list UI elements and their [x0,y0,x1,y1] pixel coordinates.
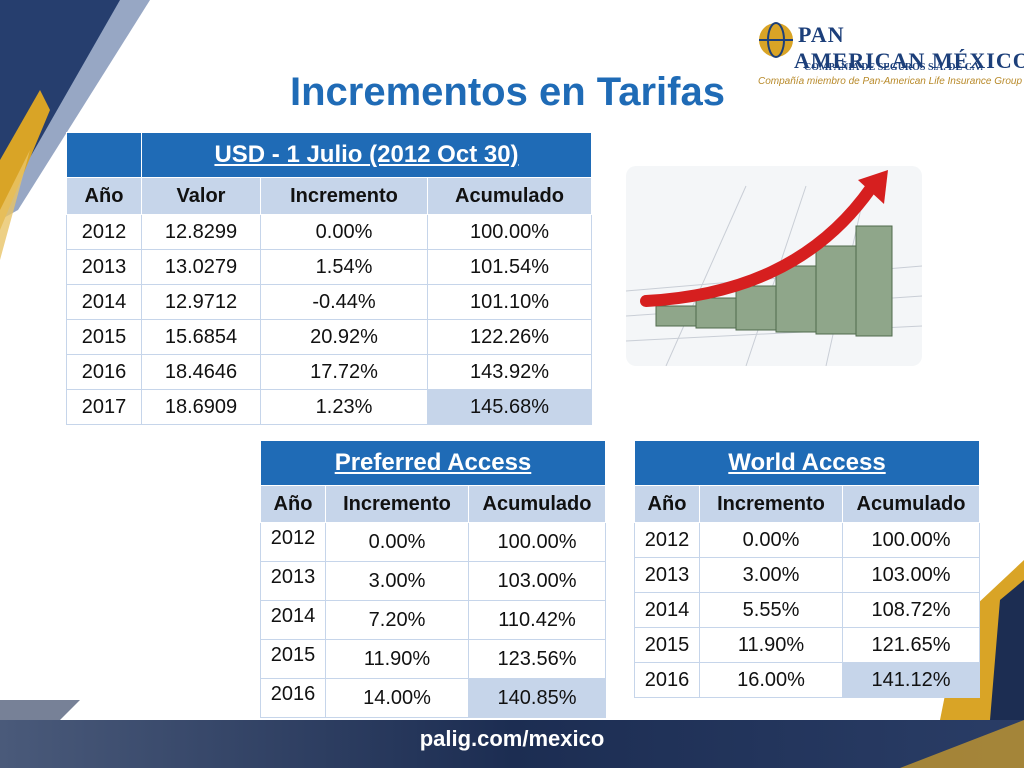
logo-subtitle: COMPAÑIA DE SEGUROS S.A. DE C.V. [804,62,983,73]
logo-line1: PAN [798,22,845,47]
table-cell: 121.65% [842,627,980,663]
table-cell: 2013 [260,561,326,601]
table-cell: 1.23% [260,389,428,425]
table-cell: 2017 [66,389,142,425]
table-cell: 103.00% [468,561,606,601]
table-cell: 20.92% [260,319,428,355]
table-row: 2016 16.00% 141.12% [634,662,980,698]
table-cell: 15.6854 [141,319,261,355]
table-cell: 3.00% [325,561,469,601]
table-row: 2016 18.4646 17.72% 143.92% [66,354,592,390]
column-header: Incremento [260,177,428,215]
table-cell: 108.72% [842,592,980,628]
table-row: 2015 11.90% 121.65% [634,627,980,663]
table-cell: 101.54% [427,249,592,285]
table-cell: 143.92% [427,354,592,390]
table-cell: 2016 [634,662,700,698]
table-cell-highlight: 141.12% [842,662,980,698]
column-header: Valor [141,177,261,215]
table-cell: 1.54% [260,249,428,285]
table-cell: 2016 [66,354,142,390]
table-cell: 100.00% [842,522,980,558]
table-row: 2014 5.55% 108.72% [634,592,980,628]
table-row: 2017 18.6909 1.23% 145.68% [66,389,592,425]
table-cell: 110.42% [468,600,606,640]
column-header: Acumulado [468,485,606,523]
table-row: 2014 7.20% 110.42% [260,600,606,640]
table-cell: 12.8299 [141,214,261,250]
table-cell: 2016 [260,678,326,718]
usd-rate-table: USD - 1 Julio (2012 Oct 30) Año Valor In… [66,132,592,425]
table-cell: 122.26% [427,319,592,355]
table-cell: 11.90% [325,639,469,679]
table-cell: 18.6909 [141,389,261,425]
table-cell: 2013 [634,557,700,593]
table-cell: 11.90% [699,627,843,663]
page-title: Incrementos en Tarifas [290,70,725,114]
table-cell: 5.55% [699,592,843,628]
column-header: Acumulado [842,485,980,523]
column-header: Año [66,177,142,215]
money-growth-image [626,166,922,366]
table-cell: 13.0279 [141,249,261,285]
table-cell: 7.20% [325,600,469,640]
logo-line2: AMERICAN MÉXICO [794,48,1024,73]
table-cell: 0.00% [325,522,469,562]
money-growth-arrow-icon [626,170,922,366]
column-header: Incremento [325,485,469,523]
table-cell: 14.00% [325,678,469,718]
table-cell: 101.10% [427,284,592,320]
table-cell: 2014 [260,600,326,640]
table-cell: 2015 [66,319,142,355]
usd-table-heading: USD - 1 Julio (2012 Oct 30) [141,132,592,178]
table-row: 2014 12.9712 -0.44% 101.10% [66,284,592,320]
table-cell: 18.4646 [141,354,261,390]
table-cell: 2015 [260,639,326,679]
column-header: Incremento [699,485,843,523]
table-cell: 3.00% [699,557,843,593]
table-cell: -0.44% [260,284,428,320]
table-cell: 2012 [260,522,326,562]
column-header: Acumulado [427,177,592,215]
table-row: 2013 13.0279 1.54% 101.54% [66,249,592,285]
table-cell: 2012 [634,522,700,558]
table-row: 2013 3.00% 103.00% [634,557,980,593]
table-cell: 0.00% [699,522,843,558]
logo-name: PAN AMERICAN MÉXICO [794,22,1024,74]
table-cell: 100.00% [468,522,606,562]
table-cell: 2014 [634,592,700,628]
table-cell-highlight: 140.85% [468,678,606,718]
table-cell: 12.9712 [141,284,261,320]
table-row: 2012 0.00% 100.00% [260,522,606,562]
preferred-access-table: Preferred Access Año Incremento Acumulad… [260,440,606,718]
globe-logo-icon [759,22,793,58]
table-cell: 123.56% [468,639,606,679]
table-cell: 16.00% [699,662,843,698]
table-cell: 100.00% [427,214,592,250]
table-cell-highlight: 145.68% [427,389,592,425]
table-cell: 17.72% [260,354,428,390]
table-row: 2015 11.90% 123.56% [260,639,606,679]
preferred-table-heading: Preferred Access [260,440,606,486]
table-row: 2013 3.00% 103.00% [260,561,606,601]
table-cell: 2012 [66,214,142,250]
column-header: Año [634,485,700,523]
table-cell: 2015 [634,627,700,663]
world-access-table: World Access Año Incremento Acumulado 20… [634,440,980,698]
footer-bar [0,720,1024,768]
table-cell: 2014 [66,284,142,320]
table-row: 2015 15.6854 20.92% 122.26% [66,319,592,355]
logo-tagline: Compañía miembro de Pan-American Life In… [758,76,1023,87]
table-cell: 103.00% [842,557,980,593]
table-row: 2012 0.00% 100.00% [634,522,980,558]
world-table-heading: World Access [634,440,980,486]
table-corner [66,132,142,178]
footer-url[interactable]: palig.com/mexico [419,726,605,751]
column-header: Año [260,485,326,523]
pan-american-logo: PAN AMERICAN MÉXICO COMPAÑIA DE SEGUROS … [752,18,1024,90]
table-cell: 0.00% [260,214,428,250]
table-row: 2012 12.8299 0.00% 100.00% [66,214,592,250]
table-cell: 2013 [66,249,142,285]
table-row: 2016 14.00% 140.85% [260,678,606,718]
